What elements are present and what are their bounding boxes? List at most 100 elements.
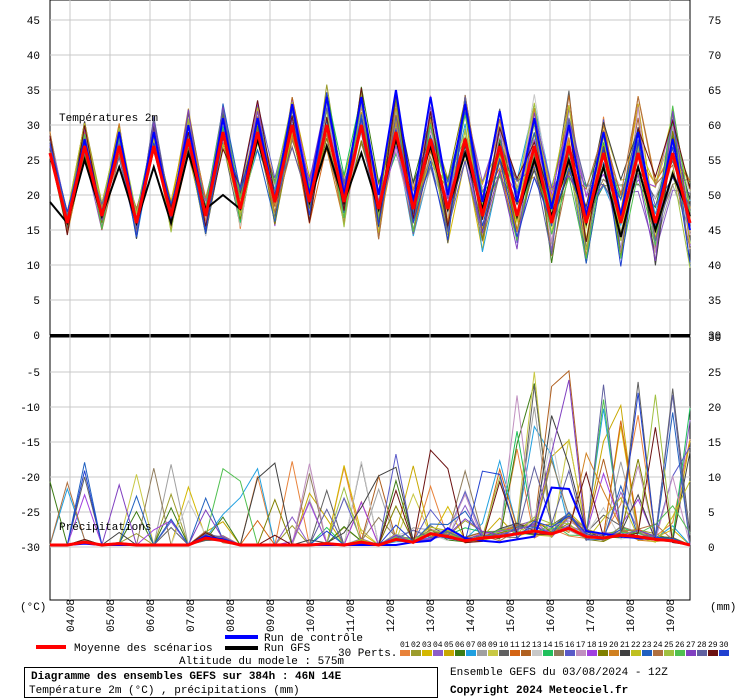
precipitation-left-tick: -20 [20,473,40,485]
temperature-right-tick: 50 [708,191,721,203]
pert-number: 27 [686,641,696,650]
temperature-left-tick: 30 [27,121,40,133]
pert-swatch [576,650,586,656]
temperature-right-tick: 55 [708,156,721,168]
pert-swatch [697,650,707,656]
pert-swatch [708,650,718,656]
pert-number: 18 [587,641,597,650]
pert-number: 13 [532,641,542,650]
ensemble-members [49,84,691,547]
left-unit-label: (°C) [20,602,46,614]
pert-number: 15 [554,641,564,650]
pert-swatch [631,650,641,656]
pert-number: 24 [653,641,663,650]
pert-swatch [466,650,476,656]
temperature-right-tick: 70 [708,51,721,63]
temperature-left-tick: 20 [27,191,40,203]
precipitation-right-tick: 0 [708,543,715,555]
date-tick-label: 15/08 [506,599,518,632]
precipitation-left-tick: -30 [20,543,40,555]
temperature-right-tick: 30 [708,331,721,343]
pert-swatch [499,650,509,656]
pert-number: 17 [576,641,586,650]
axis-ticks: 04/08 05/08 06/08 07/08 08/08 09/08 10/08 11/08… [20,16,721,632]
pert-swatch [609,650,619,656]
pert-swatch [455,650,465,656]
precip-right-tick: 30 [708,333,721,345]
pert-number: 01 [400,641,410,650]
mean-temperature-line [48,124,692,224]
temperature-right-tick: 65 [708,86,721,98]
date-tick-label: 16/08 [546,599,558,632]
mean-precipitation-line [50,526,691,547]
pert-number: 06 [455,641,465,650]
ensemble-run-label: Ensemble GEFS du 03/08/2024 - 12Z [450,667,668,679]
pert-swatch [653,650,663,656]
date-tick-label: 10/08 [306,599,318,632]
precipitation-left-tick: -15 [20,438,40,450]
temperature-left-tick: 40 [27,51,40,63]
legend-control-label: Run de contrôle [264,633,363,645]
temperature-right-tick: 75 [708,16,721,28]
pert-number: 05 [444,641,454,650]
pert-swatch [521,650,531,656]
chart-subtitle: Température 2m (°C) , précipitations (mm… [29,685,300,697]
temperature-right-tick: 40 [708,261,721,273]
temperature-left-tick: 45 [27,16,40,28]
pert-swatch [620,650,630,656]
chart-title-box: Diagramme des ensembles GEFS sur 384h : … [24,667,438,698]
date-tick-label: 18/08 [626,599,638,632]
temperature-left-tick: 10 [27,261,40,273]
main-series [48,89,692,547]
date-tick-label: 11/08 [346,599,358,632]
member-precipitation-line [50,471,691,546]
member-precipitation-line [50,384,691,546]
pert-number: 26 [675,641,685,650]
date-tick-label: 08/08 [226,599,238,632]
temperature-left-tick: 15 [27,226,40,238]
perts-label: 30 Perts. [338,648,397,660]
temperature-left-tick: 5 [33,296,40,308]
member-precipitation-line [50,369,691,546]
pert-swatch [422,650,432,656]
date-tick-label: 17/08 [586,599,598,632]
precipitation-left-tick: -5 [27,368,40,380]
pert-number: 20 [609,641,619,650]
member-precipitation-line [50,381,691,547]
pert-number: 16 [565,641,575,650]
legend-mean-label: Moyenne des scénarios [74,643,213,655]
pert-number: 03 [422,641,432,650]
precipitation-right-tick: 25 [708,368,721,380]
pert-number: 29 [708,641,718,650]
date-tick-label: 07/08 [186,599,198,632]
date-tick-label: 06/08 [146,599,158,632]
perturbation-legend: 01 02 03 04 05 06 07 08 09 10 11 12 13 14 15 16 17 18 19 20… [400,641,729,656]
pert-swatch [477,650,487,656]
precipitation-right-tick: 10 [708,473,721,485]
pert-swatch [543,650,553,656]
pert-number: 19 [598,641,608,650]
pert-swatch [488,650,498,656]
pert-number: 11 [510,641,520,650]
member-precipitation-line [49,383,691,547]
precipitation-panel-label: Précipitations [59,522,151,534]
member-precipitation-line [50,371,691,546]
pert-swatch [664,650,674,656]
date-tick-label: 09/08 [266,599,278,632]
date-tick-label: 05/08 [106,599,118,632]
pert-number: 25 [664,641,674,650]
temperature-right-tick: 60 [708,121,721,133]
precipitation-left-tick: -10 [20,403,40,415]
pert-swatch [686,650,696,656]
pert-swatch [598,650,608,656]
chart-title: Diagramme des ensembles GEFS sur 384h : … [31,671,342,683]
date-tick-label: 14/08 [466,599,478,632]
date-tick-label: 13/08 [426,599,438,632]
member-precipitation-line [50,379,691,546]
precipitation-left-tick: -25 [20,508,40,520]
pert-swatch [642,650,652,656]
pert-number: 07 [466,641,476,650]
pert-number: 10 [499,641,509,650]
pert-number: 12 [521,641,531,650]
copyright-label: Copyright 2024 Meteociel.fr [450,685,629,697]
